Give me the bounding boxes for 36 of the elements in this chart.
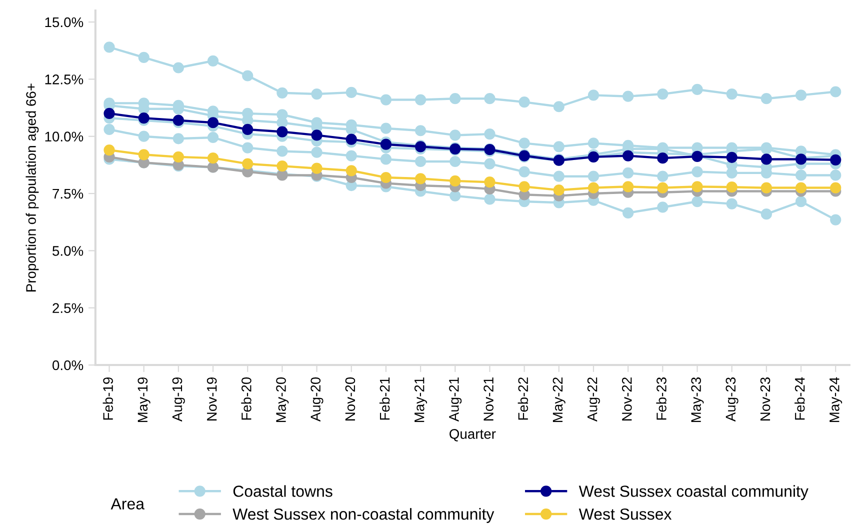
y-tick-label: 12.5% — [45, 74, 84, 84]
x-tick-label: Feb-21 — [379, 377, 390, 420]
y-tick-label: 0.0% — [52, 360, 84, 370]
x-tick-label: Aug-23 — [726, 377, 738, 422]
x-tick-label: Aug-22 — [587, 378, 600, 422]
legend-title: Area — [110, 498, 144, 510]
x-tick-label: Nov-19 — [206, 377, 217, 420]
y-tick-label: 2.5% — [52, 303, 84, 314]
x-tick-label: Feb-22 — [518, 378, 528, 420]
x-tick-label: Aug-19 — [172, 377, 185, 422]
x-tick-label: Feb-23 — [656, 377, 666, 420]
x-tick-label: Feb-24 — [794, 377, 805, 420]
y-tick-label: 10.0% — [45, 132, 84, 142]
x-tick-label: Feb-20 — [241, 377, 252, 420]
x-tick-label: Nov-23 — [760, 377, 770, 420]
x-axis-title: Quarter — [450, 429, 496, 442]
y-axis-title: Proportion of population aged 66+ — [26, 84, 39, 292]
x-tick-label: May-20 — [276, 377, 289, 422]
x-tick-label: May-21 — [414, 377, 428, 422]
x-tick-label: May-23 — [691, 377, 704, 422]
y-tick-label: 15.0% — [45, 17, 84, 28]
x-tick-label: Feb-19 — [102, 377, 113, 420]
x-tick-label: Nov-22 — [622, 378, 632, 420]
legend-label: West Sussex coastal community — [578, 485, 808, 500]
x-tick-label: May-19 — [138, 377, 150, 422]
x-tick-label: Aug-20 — [310, 377, 324, 422]
x-tick-label: Nov-20 — [345, 377, 356, 420]
legend-label: Coastal towns — [233, 485, 332, 497]
legend-label: West Sussex non-coastal community — [232, 508, 494, 523]
y-tick-label: 7.5% — [52, 188, 84, 199]
x-tick-label: May-22 — [552, 378, 566, 422]
y-tick-label: 5.0% — [52, 246, 84, 256]
x-tick-label: Aug-21 — [449, 377, 462, 422]
legend-label: West Sussex — [578, 508, 672, 520]
x-tick-label: Nov-21 — [484, 377, 494, 420]
x-tick-label: May-24 — [830, 377, 842, 422]
